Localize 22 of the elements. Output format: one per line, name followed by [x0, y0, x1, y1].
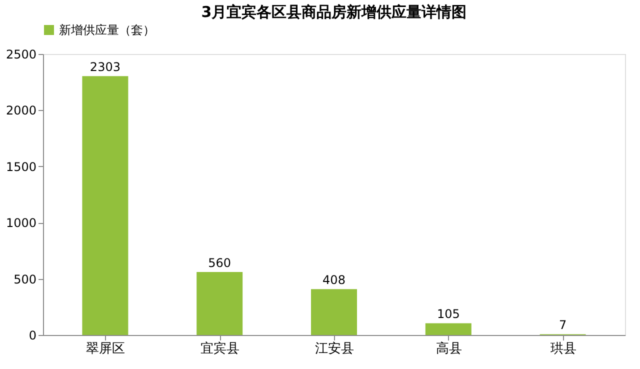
data-label: 560 — [208, 256, 232, 270]
bar — [196, 272, 243, 335]
data-label: 7 — [558, 318, 567, 332]
bar — [425, 323, 472, 335]
x-tick-label: 宜宾县 — [200, 340, 240, 356]
y-tick-label: 2000 — [6, 104, 36, 118]
x-tick-label: 翠屏区 — [86, 342, 126, 356]
x-tick-label: 珙县 — [550, 342, 576, 356]
x-tick-label: 江安县 — [315, 340, 354, 356]
bar — [82, 76, 128, 335]
x-tick-label: 高县 — [436, 340, 462, 356]
data-label: 105 — [436, 307, 460, 322]
bar — [311, 289, 357, 335]
y-tick-label: 2500 — [6, 48, 36, 62]
y-tick-label: 1000 — [6, 216, 36, 230]
y-tick-label: 0 — [28, 328, 36, 342]
legend-label: 新增供应量（套） — [59, 23, 155, 37]
chart-title: 3月宜宾各区县商品房新增供应量详情图 — [201, 3, 467, 21]
data-label: 2303 — [90, 60, 120, 74]
y-tick-label: 1500 — [6, 160, 36, 174]
data-label: 408 — [322, 273, 346, 288]
y-tick-label: 500 — [14, 272, 36, 286]
